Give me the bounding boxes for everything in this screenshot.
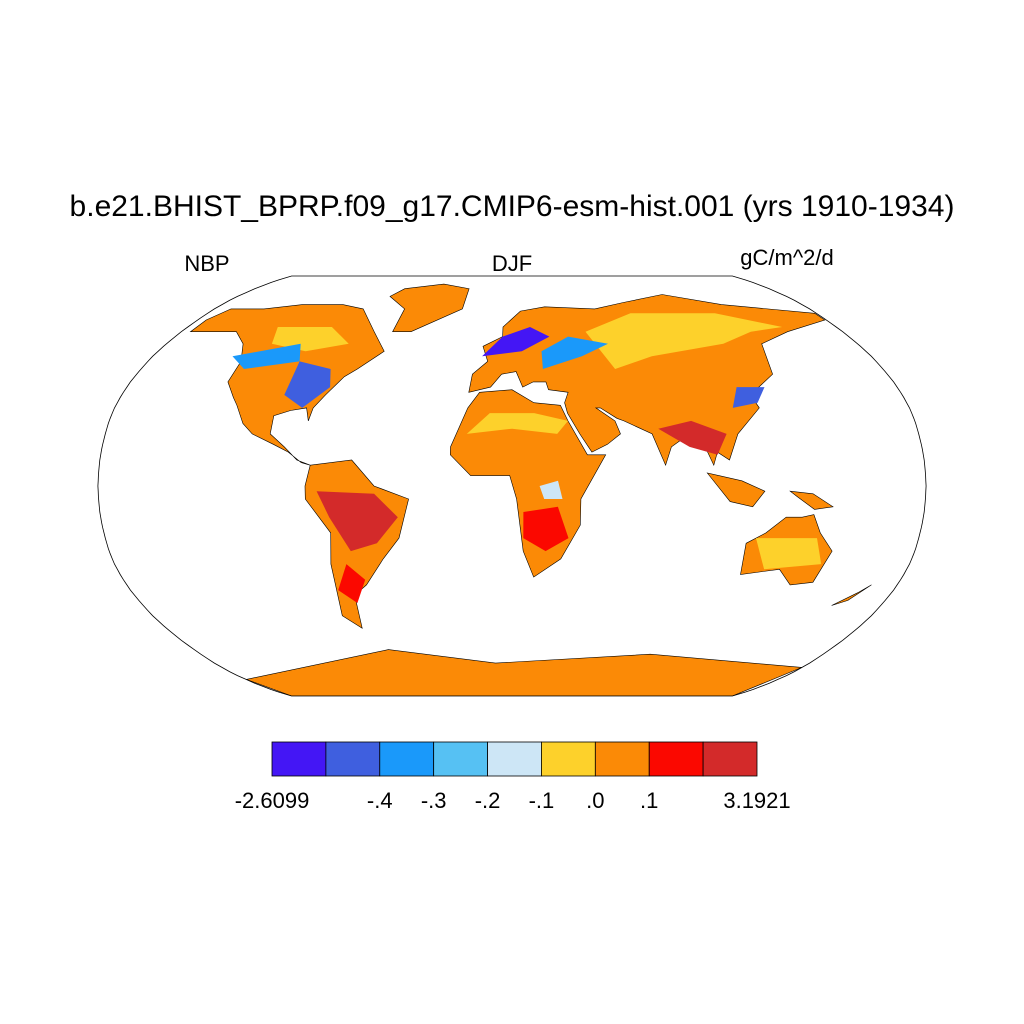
data-field <box>541 336 608 369</box>
continent <box>831 584 872 606</box>
left-label: NBP <box>184 251 229 276</box>
data-field <box>271 327 349 352</box>
colorbar-label: 3.1921 <box>723 788 790 813</box>
colorbar-label: -.3 <box>421 788 447 813</box>
colorbar-box <box>325 741 381 777</box>
data-field <box>756 538 822 570</box>
continent <box>706 472 766 508</box>
data-field <box>523 506 569 552</box>
colorbar-label: .0 <box>586 788 604 813</box>
data-field <box>585 313 783 369</box>
data-field <box>316 491 398 552</box>
colorbar-box <box>271 741 327 777</box>
data-field <box>732 387 765 408</box>
continent <box>449 389 607 578</box>
continent <box>245 649 803 696</box>
data-field <box>539 480 563 499</box>
colorbar-box <box>594 741 650 777</box>
colorbar-box <box>433 741 488 777</box>
continent <box>789 490 834 510</box>
data-field <box>284 361 331 408</box>
center-label: DJF <box>492 251 532 276</box>
data-field <box>232 343 301 369</box>
map-title: b.e21.BHIST_BPRP.f09_g17.CMIP6-esm-hist.… <box>70 190 955 223</box>
colorbar-box <box>379 741 435 777</box>
colorbar-box <box>487 741 542 777</box>
colorbar-label: -2.6099 <box>235 788 310 813</box>
colorbar: -2.6099 -.4 -.3 -.2 -.1 .0 .1 3.1921 <box>235 741 791 813</box>
colorbar-label: .1 <box>640 788 658 813</box>
colorbar-label: -.1 <box>529 788 555 813</box>
colorbar-box <box>702 741 758 777</box>
map-outline <box>97 275 927 697</box>
colorbar-label: -.4 <box>367 788 393 813</box>
data-field <box>466 413 568 434</box>
land <box>189 283 872 696</box>
data-field <box>338 564 366 603</box>
colorbar-box <box>541 741 596 777</box>
continent <box>389 283 470 332</box>
colorbar-box <box>648 741 704 777</box>
data-field <box>658 420 727 455</box>
data-field <box>482 327 550 357</box>
colorbar-label: -.2 <box>475 788 501 813</box>
right-label: gC/m^2/d <box>740 245 833 270</box>
